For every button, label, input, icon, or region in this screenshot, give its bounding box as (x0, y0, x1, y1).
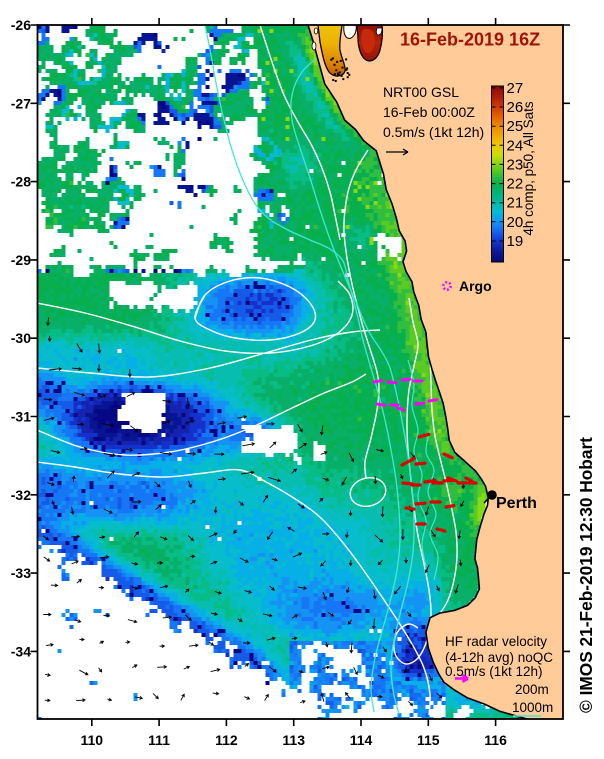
svg-text:NRT00 GSL: NRT00 GSL (383, 84, 459, 100)
svg-text:25: 25 (507, 118, 524, 135)
svg-text:114: 114 (350, 732, 373, 748)
svg-text:115: 115 (417, 732, 440, 748)
svg-text:-34: -34 (11, 643, 31, 659)
svg-text:-27: -27 (11, 95, 31, 111)
svg-text:27: 27 (507, 80, 524, 97)
svg-text:22: 22 (507, 176, 524, 193)
svg-text:113: 113 (282, 732, 305, 748)
svg-text:4h comp, p50, All Sats: 4h comp, p50, All Sats (521, 101, 536, 236)
svg-text:0.5m/s (1kt 12h): 0.5m/s (1kt 12h) (383, 124, 484, 140)
svg-text:Perth: Perth (496, 495, 537, 512)
svg-text:-28: -28 (11, 174, 31, 190)
svg-text:1000m: 1000m (512, 700, 553, 715)
svg-text:112: 112 (215, 732, 238, 748)
svg-text:19: 19 (507, 233, 524, 250)
svg-text:200m: 200m (515, 682, 549, 697)
svg-text:-30: -30 (11, 330, 31, 346)
svg-text:Argo: Argo (459, 278, 492, 294)
svg-text:16-Feb 00:00Z: 16-Feb 00:00Z (383, 104, 475, 120)
svg-text:© IMOS 21-Feb-2019 12:30 Hobar: © IMOS 21-Feb-2019 12:30 Hobart (576, 437, 596, 713)
svg-text:26: 26 (507, 99, 524, 116)
svg-text:24: 24 (507, 137, 524, 154)
svg-text:-32: -32 (11, 487, 31, 503)
svg-text:-33: -33 (11, 565, 31, 581)
svg-text:16-Feb-2019 16Z: 16-Feb-2019 16Z (400, 30, 540, 50)
svg-text:(4-12h avg) noQC: (4-12h avg) noQC (445, 650, 553, 665)
svg-text:0.5m/s (1kt 12h): 0.5m/s (1kt 12h) (445, 664, 543, 679)
svg-text:21: 21 (507, 195, 524, 212)
svg-text:116: 116 (484, 732, 507, 748)
svg-text:HF radar velocity: HF radar velocity (445, 634, 547, 649)
svg-text:-31: -31 (11, 409, 31, 425)
svg-text:-26: -26 (11, 17, 31, 33)
svg-text:-29: -29 (11, 252, 31, 268)
svg-text:111: 111 (148, 732, 170, 748)
svg-text:110: 110 (81, 732, 104, 748)
svg-text:20: 20 (507, 214, 524, 231)
svg-text:23: 23 (507, 156, 524, 173)
